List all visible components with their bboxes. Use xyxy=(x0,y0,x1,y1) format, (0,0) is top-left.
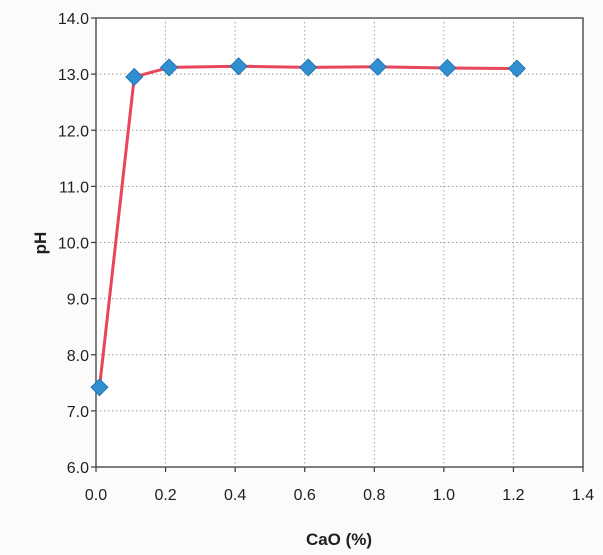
x-tick-label: 0.0 xyxy=(85,487,107,504)
x-tick-label: 1.2 xyxy=(502,487,524,504)
data-point-marker xyxy=(159,58,179,77)
data-point-marker xyxy=(125,67,144,86)
y-tick-label: 9.0 xyxy=(67,292,89,309)
y-tick-label: 8.0 xyxy=(67,348,89,365)
data-point-marker xyxy=(438,58,457,78)
y-tick-label: 14.0 xyxy=(58,11,89,28)
x-axis-title: CaO (%) xyxy=(306,530,372,549)
y-tick-label: 6.0 xyxy=(67,460,89,477)
y-tick-label: 12.0 xyxy=(58,123,89,140)
data-point-marker xyxy=(229,57,248,76)
x-tick-label: 0.8 xyxy=(363,487,385,504)
x-tick-label: 1.4 xyxy=(572,487,594,504)
x-tick-label: 1.0 xyxy=(433,487,455,504)
x-tick-label: 0.4 xyxy=(224,487,246,504)
grid-layer xyxy=(96,18,583,467)
data-point-marker xyxy=(507,59,526,78)
x-tick-label: 0.6 xyxy=(294,487,316,504)
data-point-marker xyxy=(90,378,109,397)
y-axis-title: pH xyxy=(31,232,50,255)
y-tick-label: 7.0 xyxy=(67,404,89,421)
series-layer xyxy=(90,57,526,397)
x-axis-ticks: 0.0 0.2 0.4 0.6 0.8 1.0 1.2 1.4 xyxy=(85,467,594,504)
y-tick-label: 11.0 xyxy=(59,179,89,196)
x-tick-label: 0.2 xyxy=(154,487,176,504)
y-tick-label: 13.0 xyxy=(58,67,89,84)
y-tick-label: 10.0 xyxy=(58,236,89,253)
y-axis-ticks: 6.0 7.0 8.0 9.0 10.0 11.0 12.0 13.0 14.0 xyxy=(58,11,96,477)
data-point-marker xyxy=(368,57,387,76)
data-point-marker xyxy=(299,58,318,77)
